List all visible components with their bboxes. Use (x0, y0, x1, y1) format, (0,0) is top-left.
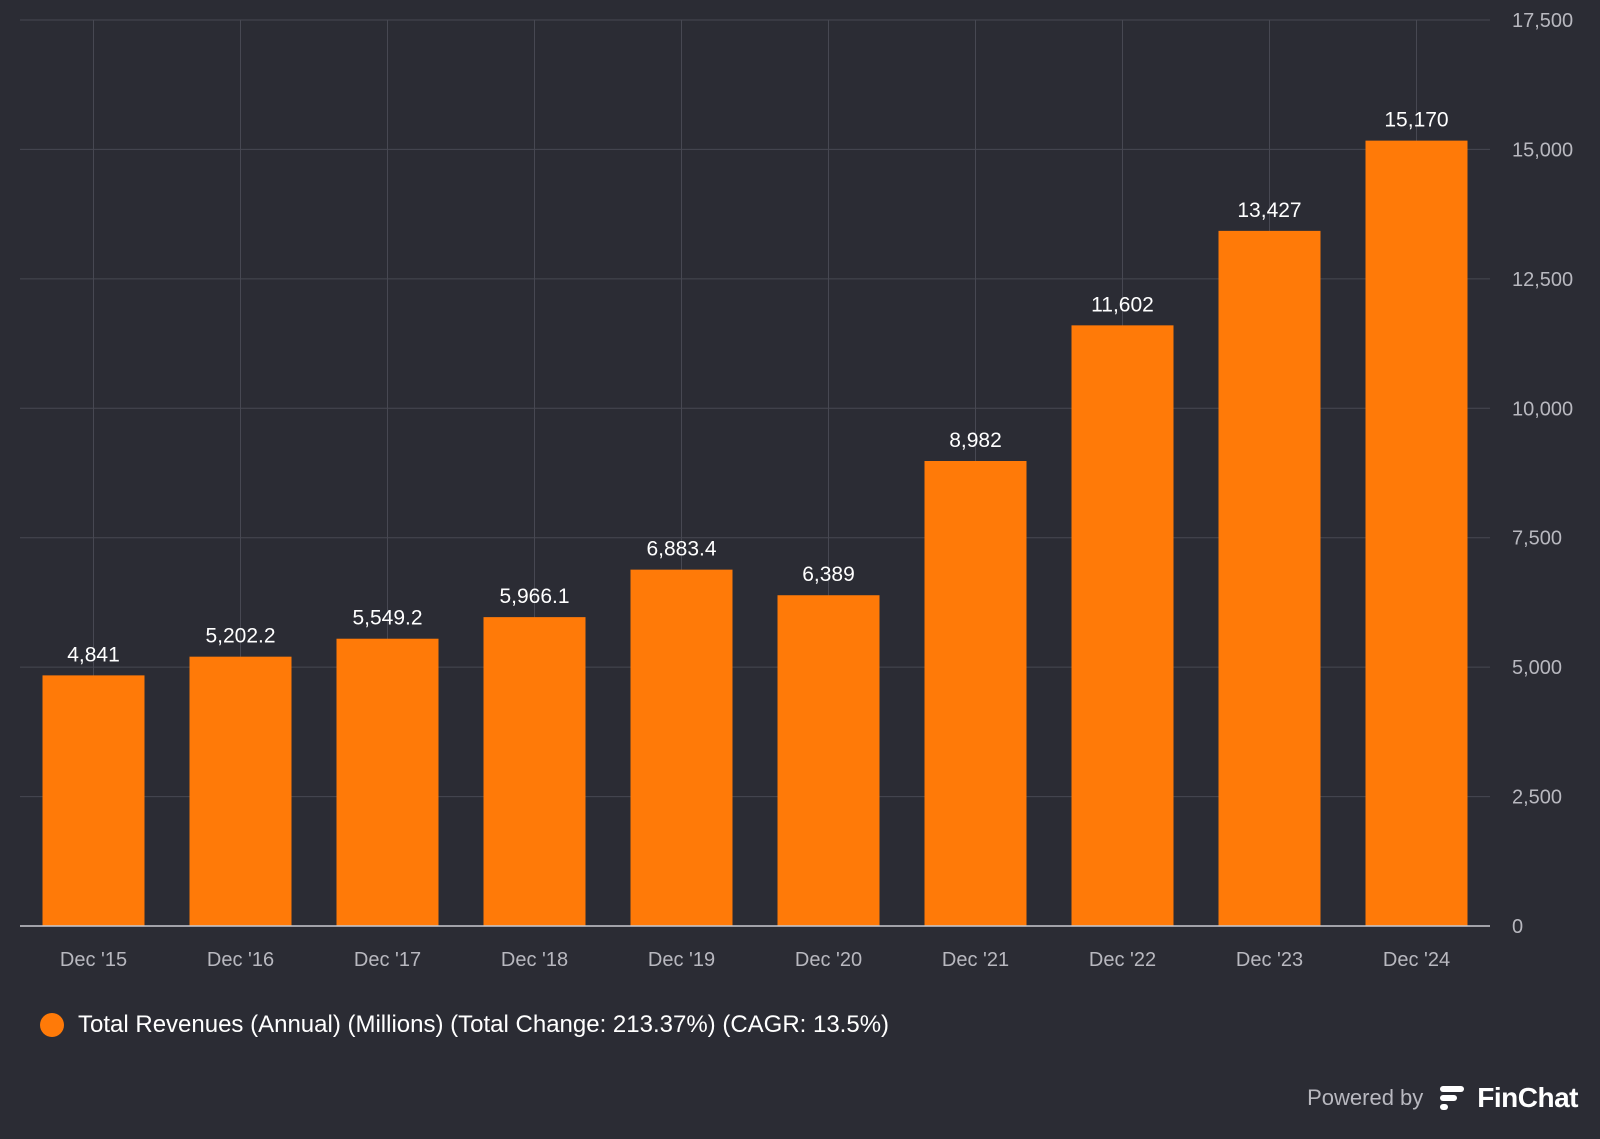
bars-layer (42, 140, 1468, 926)
bar (42, 675, 145, 926)
data-label: 5,202.2 (205, 625, 275, 648)
bar (630, 569, 733, 926)
axis-layer: 0 2,500 5,000 7,500 10,000 12,500 15,000 17,500… (20, 10, 1573, 971)
y-tick-label: 12,500 (1512, 269, 1573, 291)
bar (1218, 230, 1321, 926)
data-label: 5,549.2 (352, 607, 422, 630)
x-tick-label: Dec '24 (1383, 949, 1450, 971)
finchat-logo-icon (1440, 1086, 1465, 1110)
data-label: 4,841 (67, 643, 120, 666)
x-tick-label: Dec '22 (1089, 949, 1156, 971)
data-label: 11,602 (1091, 293, 1154, 316)
x-tick-label: Dec '23 (1236, 949, 1303, 971)
bar (924, 460, 1027, 926)
y-tick-label: 5,000 (1512, 657, 1562, 679)
bar (189, 656, 292, 926)
bar (1365, 140, 1468, 926)
brand-name: FinChat (1477, 1082, 1578, 1113)
data-label: 5,966.1 (499, 585, 569, 608)
x-tick-label: Dec '17 (354, 949, 421, 971)
legend[interactable]: Total Revenues (Annual) (Millions) (Tota… (40, 1008, 889, 1042)
x-tick-label: Dec '15 (60, 949, 127, 971)
x-tick-label: Dec '21 (942, 949, 1009, 971)
data-label: 6,883.4 (646, 538, 716, 561)
legend-dot-icon (40, 1013, 64, 1037)
data-labels-layer: 4,841 5,202.2 5,549.2 5,966.1 6,883.4 6,389 8,… (67, 109, 1448, 667)
powered-by-text: Powered by (1307, 1085, 1424, 1110)
y-tick-label: 15,000 (1512, 139, 1573, 161)
y-tick-label: 10,000 (1512, 398, 1573, 420)
x-tick-label: Dec '16 (207, 949, 274, 971)
x-tick-label: Dec '20 (795, 949, 862, 971)
data-label: 6,389 (802, 563, 855, 586)
data-label: 15,170 (1384, 109, 1448, 132)
data-label: 8,982 (949, 429, 1002, 452)
data-label: 13,427 (1237, 199, 1301, 222)
bar (483, 617, 586, 926)
y-tick-label: 2,500 (1512, 787, 1562, 809)
bar (1071, 325, 1174, 926)
y-tick-label: 0 (1512, 916, 1523, 938)
legend-label: Total Revenues (Annual) (Millions) (Tota… (78, 1011, 890, 1038)
x-tick-label: Dec '19 (648, 949, 715, 971)
y-tick-label: 7,500 (1512, 528, 1562, 550)
x-tick-label: Dec '18 (501, 949, 568, 971)
powered-by-badge[interactable]: Powered by FinChat (1307, 1082, 1578, 1114)
bar (777, 595, 880, 926)
y-tick-label: 17,500 (1512, 10, 1573, 32)
bar (336, 638, 439, 926)
